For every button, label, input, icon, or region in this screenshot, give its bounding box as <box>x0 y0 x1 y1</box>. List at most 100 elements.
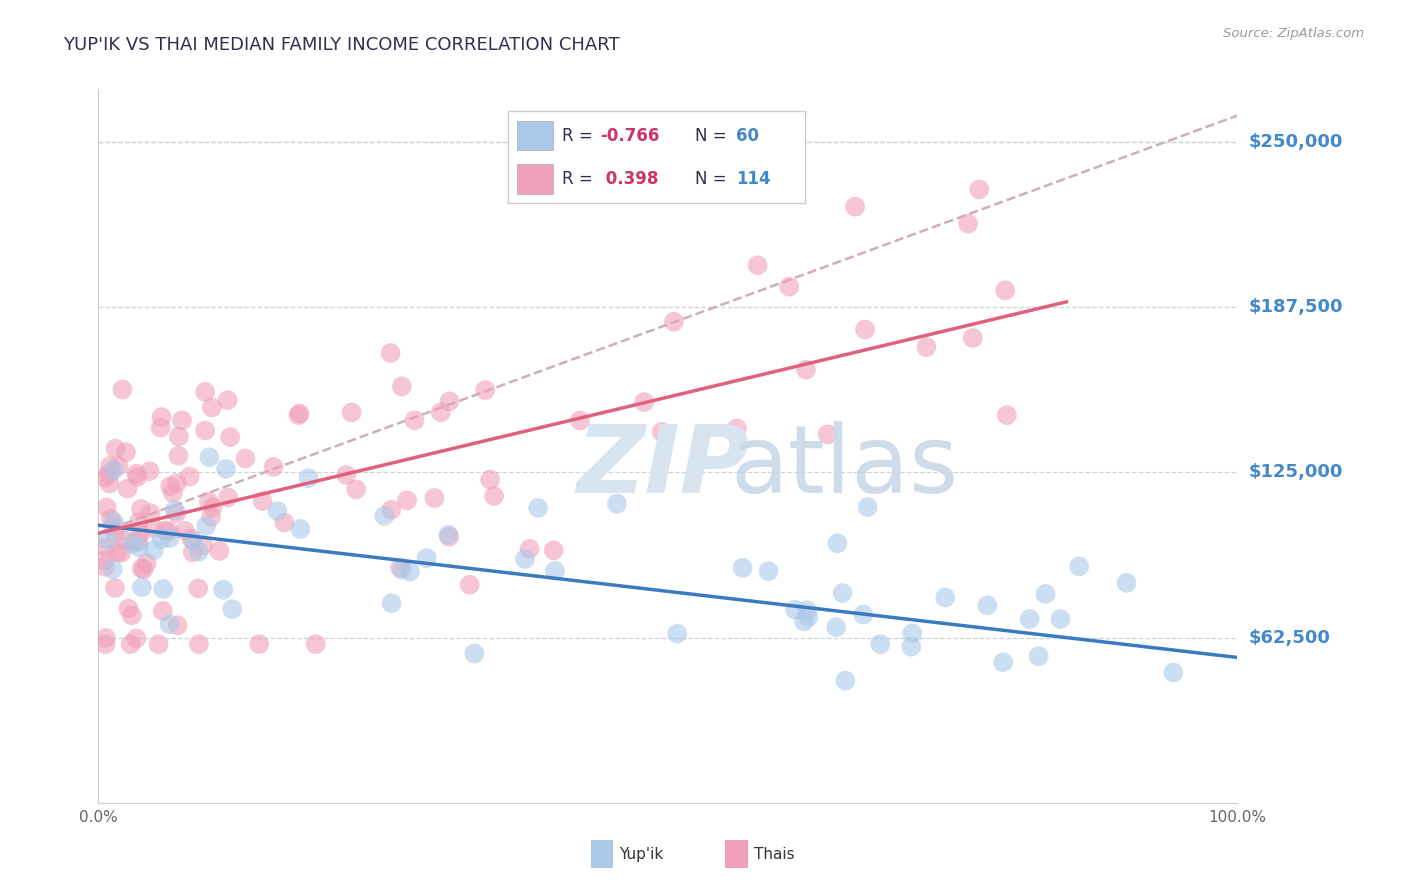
Point <box>543 543 565 558</box>
Point <box>395 493 418 508</box>
Point <box>128 515 150 529</box>
Point <box>825 620 848 634</box>
Point <box>98 459 121 474</box>
Point <box>150 532 173 546</box>
Point <box>381 596 404 610</box>
Point <box>93 540 115 554</box>
Point <box>111 383 134 397</box>
Point <box>391 563 413 577</box>
Point <box>162 486 184 500</box>
Point <box>152 582 174 596</box>
Point <box>404 413 426 427</box>
Point <box>181 534 204 549</box>
Point <box>831 586 853 600</box>
Point <box>796 603 818 617</box>
Point <box>1035 587 1057 601</box>
Point <box>143 543 166 558</box>
Point <box>991 656 1014 670</box>
Point <box>166 476 188 491</box>
Point <box>105 545 128 559</box>
Point <box>103 519 125 533</box>
Point <box>132 562 155 576</box>
Bar <box>725 840 748 868</box>
Point <box>208 544 231 558</box>
Point <box>633 395 655 409</box>
Text: ZIP: ZIP <box>576 421 749 514</box>
Point <box>474 383 496 397</box>
Point <box>340 405 363 419</box>
Point <box>731 561 754 575</box>
Text: Yup'ik: Yup'ik <box>619 847 662 862</box>
Text: YUP'IK VS THAI MEDIAN FAMILY INCOME CORRELATION CHART: YUP'IK VS THAI MEDIAN FAMILY INCOME CORR… <box>63 36 620 54</box>
Point <box>159 531 181 545</box>
Point <box>201 500 224 515</box>
Point <box>135 556 157 570</box>
Point <box>100 511 122 525</box>
Point <box>853 322 876 336</box>
Point <box>157 524 180 538</box>
Point <box>844 200 866 214</box>
Point <box>527 500 550 515</box>
Point <box>187 582 209 596</box>
Point <box>463 647 485 661</box>
Bar <box>591 840 613 868</box>
Point <box>373 508 395 523</box>
Point <box>212 582 235 597</box>
Point <box>131 561 153 575</box>
Point <box>1028 649 1050 664</box>
Point <box>201 401 224 415</box>
Point <box>194 384 217 399</box>
Point <box>856 500 879 514</box>
Point <box>995 408 1018 422</box>
Point <box>200 509 222 524</box>
Point <box>915 340 938 354</box>
Point <box>188 637 211 651</box>
Point <box>167 449 190 463</box>
Point <box>166 618 188 632</box>
Point <box>437 528 460 542</box>
Point <box>124 535 146 549</box>
Point <box>148 637 170 651</box>
Point <box>1163 665 1185 680</box>
Text: Source: ZipAtlas.com: Source: ZipAtlas.com <box>1223 27 1364 40</box>
Point <box>288 407 311 421</box>
Point <box>128 541 150 555</box>
Point <box>104 442 127 456</box>
Point <box>479 473 502 487</box>
Point <box>110 546 132 560</box>
Point <box>198 495 221 509</box>
Point <box>97 467 120 481</box>
Point <box>131 580 153 594</box>
Point <box>103 463 125 477</box>
Point <box>437 530 460 544</box>
Point <box>266 504 288 518</box>
Point <box>117 601 139 615</box>
Text: $62,500: $62,500 <box>1249 629 1330 647</box>
Point <box>399 565 422 579</box>
Point <box>129 502 152 516</box>
Point <box>785 603 807 617</box>
Text: $250,000: $250,000 <box>1249 133 1343 151</box>
Point <box>994 283 1017 297</box>
Point <box>439 394 461 409</box>
Point <box>181 545 204 559</box>
Point <box>247 637 270 651</box>
Point <box>167 429 190 443</box>
Point <box>149 420 172 434</box>
Point <box>96 500 118 515</box>
Point <box>163 503 186 517</box>
Point <box>519 541 541 556</box>
Text: $187,500: $187,500 <box>1249 298 1343 317</box>
Text: $125,000: $125,000 <box>1249 464 1343 482</box>
Point <box>430 405 453 419</box>
Point <box>153 524 176 538</box>
Point <box>152 604 174 618</box>
Point <box>415 551 437 566</box>
Point <box>901 626 924 640</box>
Point <box>513 552 536 566</box>
Point <box>794 362 817 376</box>
Point <box>569 413 592 427</box>
Point <box>217 491 239 505</box>
Point <box>104 581 127 595</box>
Point <box>138 464 160 478</box>
